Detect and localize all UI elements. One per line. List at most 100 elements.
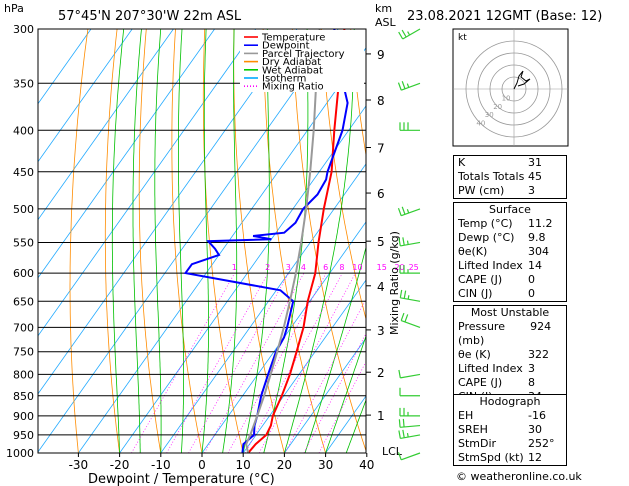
wind-barb [399,265,420,274]
isotherm-line [38,29,215,279]
row-label: StmDir [458,437,497,450]
isotherm-line [38,29,174,221]
row-label: CIN (J) [458,287,493,300]
table-row: θe(K) 304 [454,245,566,259]
row-value: 0 [528,273,535,286]
barb-flag [401,29,407,38]
pressure-tick-label: 800 [13,368,34,381]
hodograph-units: kt [458,33,467,43]
isotherm-line [201,221,366,453]
table-row: Temp (°C) 11.2 [454,217,566,231]
mixing-ratio-label: 10 [352,263,362,272]
barb-staff [400,297,421,302]
row-value: 11.2 [528,217,553,230]
row-label: CAPE (J) [458,273,503,286]
table-row: PW (cm) 3 [454,184,566,198]
km-tick-label: 6 [377,187,385,201]
table-row: StmSpd (kt) 12 [454,451,566,465]
isotherm-line [38,29,133,163]
barb-flag [402,429,405,438]
pressure-tick-label: 400 [13,124,34,137]
barb-flag [398,369,401,378]
table-row: CIN (J) 0 [454,287,566,301]
barb-flag [398,419,401,428]
stability-indices-table: K 31 Totals Totals 45 PW (cm) 3 [453,155,567,199]
wet-adiabat-line [111,29,125,453]
wind-barb [399,122,420,131]
mixing-ratio-line [204,272,305,453]
km-tick-label: 1 [377,409,385,423]
barb-staff [400,434,421,440]
km-tick-label: 4 [377,280,385,294]
barb-flag [401,81,406,89]
legend-label: Wet Adiabat [262,65,323,76]
row-label: Dewp (°C) [458,231,515,244]
barb-half-flag [407,295,410,300]
mixing-ratio-line [284,298,366,453]
barb-flag [397,452,402,461]
barb-flag [398,31,404,40]
row-value: 30 [528,423,542,436]
dry-adiabat-line [350,29,366,158]
table-row: θe (K) 322 [454,348,566,362]
pressure-tick-label: 1000 [6,447,34,460]
barb-staff [401,208,421,217]
row-value: 12 [528,451,542,464]
x-tick-label: 0 [198,458,206,472]
hodograph-ring-label: 10 [502,94,511,102]
isotherm-line [77,47,366,453]
table-row: Pressure (mb) 924 [454,320,566,348]
wind-barb [398,237,421,247]
pressure-tick-label: 950 [13,429,34,442]
hodograph-ring-label: 40 [476,120,485,128]
row-label: Totals Totals [458,170,525,183]
dry-adiabat-line [614,29,629,453]
credit-footer: © weatheronline.co.uk [456,470,582,483]
mixing-ratio-label: 1 [232,263,237,272]
isotherm-line [242,279,366,453]
pressure-tick-label: 450 [13,166,34,179]
km-tick-label: 5 [377,235,385,249]
wind-barb [399,289,421,302]
asl-label: ASL [375,16,397,29]
row-value: 3 [528,184,535,197]
pressure-tick-label: 500 [13,203,34,216]
wet-adiabat-line [177,29,185,453]
mixing-ratio-label: 6 [323,263,328,272]
x-tick-label: 10 [236,458,251,472]
isotherm-line [160,163,366,453]
row-value: 45 [528,170,542,183]
datetime-label: 23.08.2021 12GMT (Base: 12) [407,9,602,24]
table-row: Totals Totals 45 [454,170,566,184]
table-title: Most Unstable [470,306,550,319]
row-value: 8 [528,376,535,389]
lcl-label: LCL [382,445,403,458]
x-axis-label: Dewpoint / Temperature (°C) [88,472,275,486]
x-tick-label: -20 [110,458,130,472]
barb-flag [400,312,405,321]
wind-barb [398,28,421,40]
mixing-ratio-label: 2 [265,263,270,272]
table-row: CAPE (J) 0 [454,273,566,287]
row-value: 322 [528,348,549,361]
dry-adiabat-line [69,29,89,453]
barb-half-flag [406,83,410,88]
pressure-tick-label: 600 [13,267,34,280]
isotherm-line [283,337,366,453]
mixing-ratio-label: 15 [377,263,387,272]
mixing-ratio-label: 4 [301,263,306,272]
mixing-ratio-axis-label: Mixing Ratio (g/kg) [388,231,401,335]
legend-label: Mixing Ratio [262,82,324,93]
series-dewpoint [183,29,349,453]
row-value: 14 [528,259,542,272]
barb-staff [402,28,421,40]
barb-half-flag [406,432,409,438]
pressure-tick-label: 350 [13,77,34,90]
mixing-ratio-line [258,272,356,453]
hodograph-table: Hodograph EH -16 SREH 30 StmDir 252° StmSpd (kt… [453,394,567,466]
wind-barb [397,452,421,461]
row-label: Lifted Index [458,362,523,375]
mixing-ratio-line [318,360,366,453]
barb-staff [401,452,421,461]
